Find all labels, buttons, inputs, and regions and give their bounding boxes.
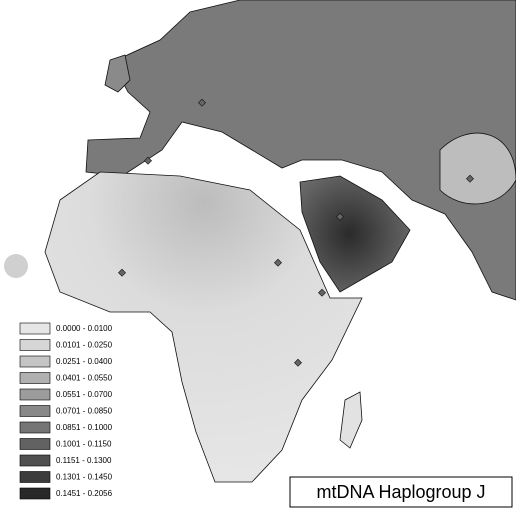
legend-swatch <box>19 405 51 417</box>
sample-point <box>336 212 344 221</box>
land <box>4 0 516 483</box>
arabia <box>299 175 411 293</box>
legend-label: 0.1151 - 0.1300 <box>56 456 112 465</box>
legend-swatch <box>19 372 51 384</box>
legend-label: 0.0401 - 0.0550 <box>56 374 113 383</box>
legend-swatch <box>19 438 51 450</box>
sample-points <box>118 98 474 367</box>
legend-label: 0.0251 - 0.0400 <box>56 357 113 366</box>
sample-point <box>294 358 302 367</box>
legend-swatch <box>19 322 51 335</box>
sample-point <box>144 156 152 165</box>
legend-label: 0.1301 - 0.1450 <box>56 473 113 482</box>
legend-label: 0.1001 - 0.1150 <box>56 440 112 449</box>
legend-label: 0.0851 - 0.1000 <box>56 423 113 432</box>
map-title: mtDNA Haplogroup J <box>316 482 485 502</box>
central-asia-light <box>439 132 516 205</box>
legend-label: 0.0551 - 0.0700 <box>56 390 113 399</box>
legend-label: 0.1451 - 0.2056 <box>56 489 113 498</box>
britain <box>104 54 131 93</box>
legend-swatch <box>19 355 51 368</box>
sample-point <box>318 288 326 297</box>
sample-point <box>466 174 474 183</box>
legend-swatch <box>19 454 51 467</box>
legend-swatch <box>19 421 51 434</box>
sample-point <box>274 258 282 267</box>
island <box>4 254 28 278</box>
sample-point <box>118 268 126 277</box>
legend-label: 0.0000 - 0.0100 <box>56 324 113 333</box>
africa <box>44 171 363 483</box>
legend-label: 0.0101 - 0.0250 <box>56 341 113 350</box>
legend-swatch <box>19 339 51 351</box>
title-box <box>289 476 513 508</box>
madagascar <box>339 391 363 449</box>
legend: 0.0000 - 0.0100 0.0101 - 0.0250 0.0251 - 0… <box>19 322 113 500</box>
legend-swatch <box>19 388 51 401</box>
sample-point <box>198 98 206 107</box>
legend-swatch <box>19 487 51 500</box>
legend-swatch <box>19 471 51 483</box>
legend-label: 0.0701 - 0.0850 <box>56 407 113 416</box>
